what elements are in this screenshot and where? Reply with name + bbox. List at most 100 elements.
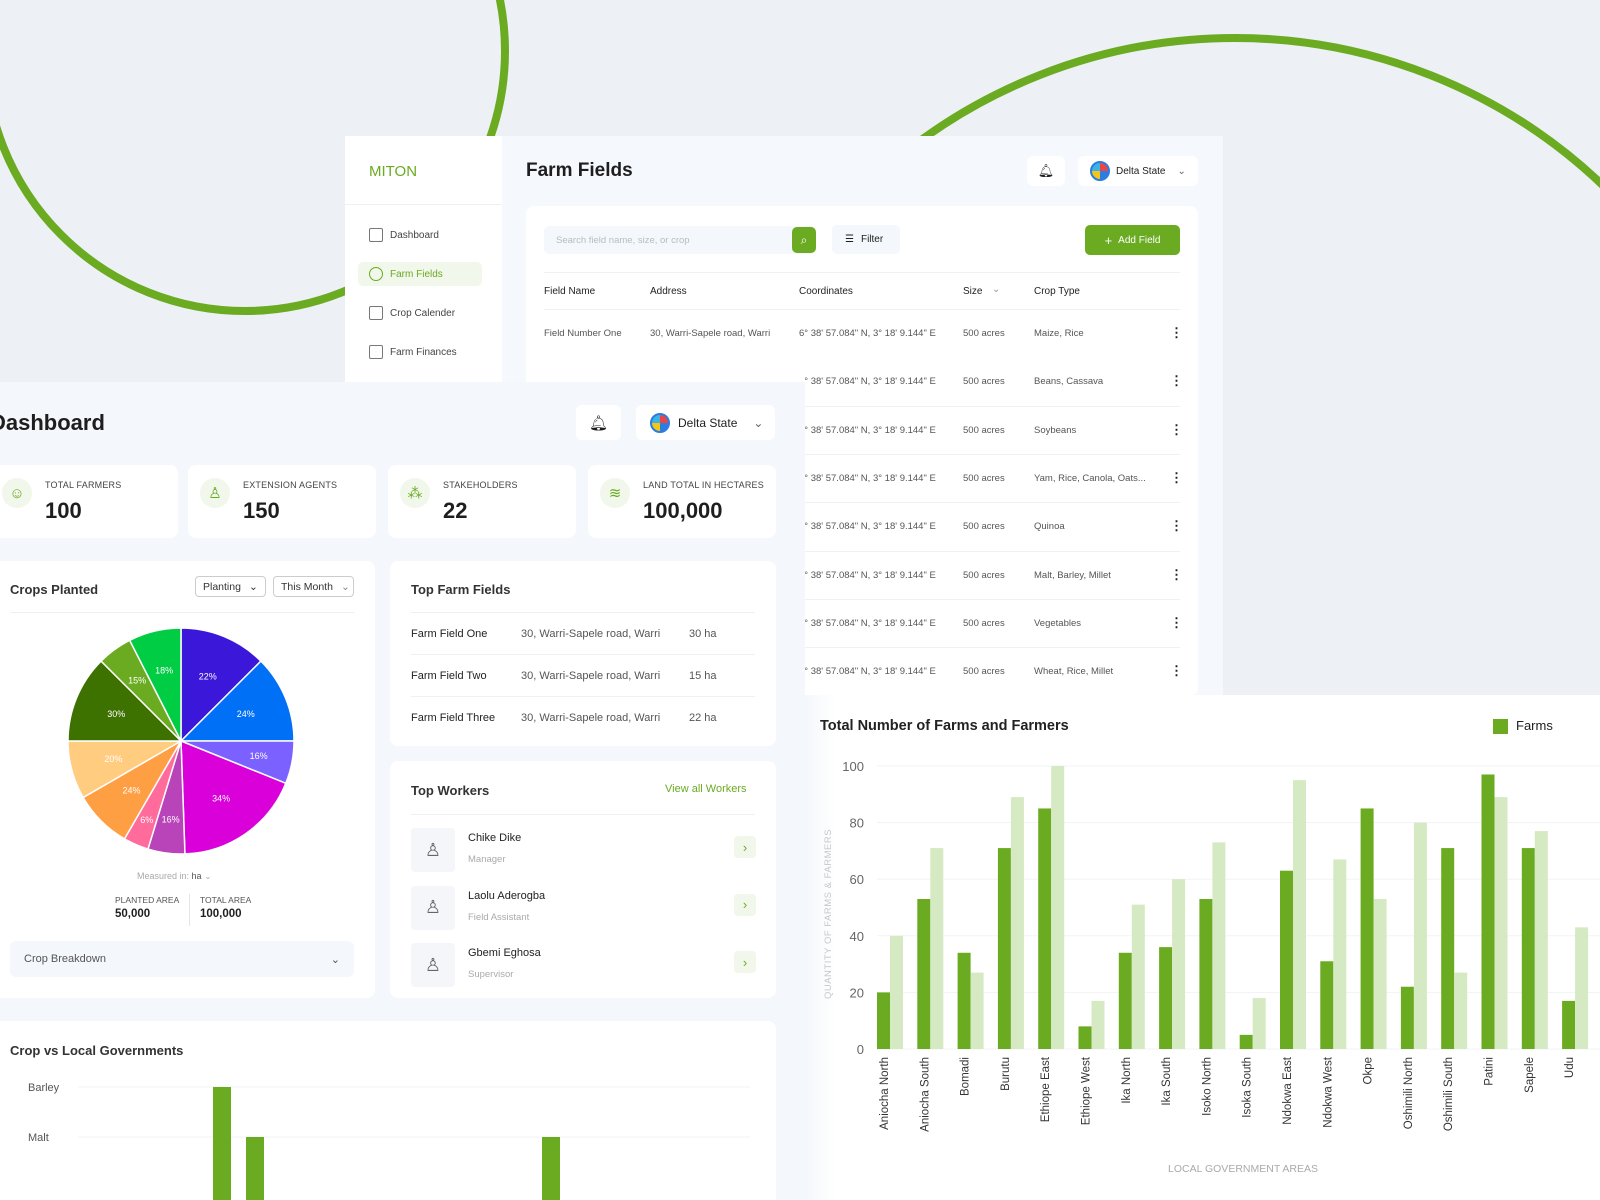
bar-farms[interactable] xyxy=(1360,808,1374,1049)
worker-name: Laolu Aderogba xyxy=(468,889,546,902)
bar-farms[interactable] xyxy=(1441,848,1455,1049)
search-input[interactable]: Search field name, size, or crop ⌕ xyxy=(544,226,816,254)
bar-farms[interactable] xyxy=(1078,1026,1092,1049)
pie-slice[interactable] xyxy=(179,660,295,742)
more-options-icon[interactable]: ⋮ xyxy=(1170,663,1183,679)
bar-series-2[interactable] xyxy=(1575,927,1589,1049)
bar-series-2[interactable] xyxy=(1293,780,1306,1049)
view-all-workers-link[interactable]: View all Workers xyxy=(665,783,747,795)
bar-farms[interactable] xyxy=(1199,899,1213,1049)
crop-bar[interactable] xyxy=(213,1087,231,1200)
bar-series-2[interactable] xyxy=(890,935,903,1049)
x-tick-label: Ika South xyxy=(1161,1057,1173,1106)
chevron-right-icon[interactable]: › xyxy=(734,951,756,973)
more-options-icon[interactable]: ⋮ xyxy=(1170,469,1183,485)
sidebar-item-label: Farm Fields xyxy=(390,268,443,280)
bar-series-2[interactable] xyxy=(1413,822,1427,1049)
field-name[interactable]: Farm Field One xyxy=(411,628,488,640)
column-header[interactable]: Size xyxy=(963,286,983,297)
crop-breakdown-dropdown[interactable]: Crop Breakdown ⌄ xyxy=(10,941,354,977)
crop-vs-lga-card xyxy=(0,1021,776,1200)
bar-series-2[interactable] xyxy=(930,848,944,1049)
bar-series-2[interactable] xyxy=(1534,831,1548,1049)
bar-series-2[interactable] xyxy=(1051,766,1065,1049)
chevron-down-icon: ⌄ xyxy=(204,871,212,881)
bar-farms[interactable] xyxy=(1320,961,1334,1049)
pie-label: 16% xyxy=(250,751,268,761)
pie-slice[interactable] xyxy=(180,627,262,743)
bar-farms[interactable] xyxy=(1280,870,1293,1049)
bar-farms[interactable] xyxy=(1159,947,1173,1049)
pie-slice[interactable] xyxy=(128,627,182,742)
sidebar-item-label: Farm Finances xyxy=(390,346,457,358)
cell-crop: Vegetables xyxy=(1034,617,1082,629)
more-options-icon[interactable]: ⋮ xyxy=(1170,518,1183,534)
field-name[interactable]: Farm Field Two xyxy=(411,670,487,682)
bar-series-2[interactable] xyxy=(1333,859,1347,1049)
dashboard-state-selector[interactable]: Delta State ⌄ xyxy=(636,405,775,440)
filter-button[interactable]: ☰ Filter xyxy=(832,225,900,254)
sidebar-item-farm-finances[interactable]: Farm Finances xyxy=(358,340,482,364)
bar-farms[interactable] xyxy=(1562,1000,1576,1049)
network-icon: ⁂ xyxy=(400,478,430,508)
sidebar-item-farm-fields[interactable]: Farm Fields xyxy=(358,262,482,286)
filter-label: Filter xyxy=(860,234,884,245)
column-header: Coordinates xyxy=(799,286,853,297)
measured-in[interactable]: Measured in: ha ⌄ xyxy=(137,871,212,882)
period-dropdown[interactable]: This Month ⌄ xyxy=(273,576,354,597)
more-options-icon[interactable]: ⋮ xyxy=(1170,566,1183,582)
top-workers-title: Top Workers xyxy=(411,783,490,798)
pie-slice[interactable] xyxy=(67,660,183,742)
bar-series-2[interactable] xyxy=(1172,879,1186,1049)
dashboard-notification-button[interactable]: 🔔︎ xyxy=(576,405,621,440)
field-name[interactable]: Farm Field Three xyxy=(411,712,496,724)
bar-farms[interactable] xyxy=(1239,1034,1253,1049)
bar-series-2[interactable] xyxy=(1131,904,1145,1049)
bar-farms[interactable] xyxy=(957,952,971,1049)
sidebar-item-dashboard[interactable]: Dashboard xyxy=(358,223,482,247)
planting-dropdown[interactable]: Planting ⌄ xyxy=(195,576,266,597)
more-options-icon[interactable]: ⋮ xyxy=(1170,373,1183,389)
field-address: 30, Warri-Sapele road, Warri xyxy=(521,712,661,724)
pie-slice[interactable] xyxy=(180,739,287,855)
sidebar-item-crop-calender[interactable]: Crop Calender xyxy=(358,301,482,325)
bar-series-2[interactable] xyxy=(1212,842,1226,1049)
notification-button[interactable]: 🔔︎ xyxy=(1027,156,1065,186)
pie-label: 20% xyxy=(104,754,122,764)
bar-farms[interactable] xyxy=(1521,848,1535,1049)
more-options-icon[interactable]: ⋮ xyxy=(1170,325,1183,340)
crop-bar[interactable] xyxy=(542,1137,560,1200)
state-label: Delta State xyxy=(678,415,738,430)
bar-series-2[interactable] xyxy=(1494,797,1508,1049)
bar-farms[interactable] xyxy=(997,848,1011,1049)
crop-bar[interactable] xyxy=(246,1137,264,1200)
sort-chevron-icon[interactable]: ⌄ xyxy=(992,284,1001,295)
more-options-icon[interactable]: ⋮ xyxy=(1170,421,1183,437)
state-flag-icon xyxy=(650,412,670,433)
chevron-right-icon[interactable]: › xyxy=(734,893,756,916)
bar-series-2[interactable] xyxy=(1454,972,1468,1049)
bar-farms[interactable] xyxy=(1038,808,1052,1049)
bar-farms[interactable] xyxy=(877,992,890,1049)
bar-farms[interactable] xyxy=(1118,952,1132,1049)
y-tick-label: 80 xyxy=(850,816,864,831)
bar-series-2[interactable] xyxy=(1252,998,1266,1049)
state-selector[interactable]: Delta State ⌄ xyxy=(1078,156,1198,186)
chevron-right-icon[interactable]: › xyxy=(734,836,756,858)
bar-series-2[interactable] xyxy=(970,972,984,1049)
bar-farms[interactable] xyxy=(917,899,931,1049)
add-field-button[interactable]: + Add Field xyxy=(1085,225,1180,255)
grid-icon xyxy=(369,228,383,242)
cell-name: Field Number One xyxy=(544,328,622,339)
more-options-icon[interactable]: ⋮ xyxy=(1170,614,1183,630)
bar-series-2[interactable] xyxy=(1091,1000,1105,1049)
top-farm-fields-title: Top Farm Fields xyxy=(411,582,511,597)
y-tick-label: 60 xyxy=(850,872,864,887)
bar-series-2[interactable] xyxy=(1373,899,1387,1049)
bar-series-2[interactable] xyxy=(1010,797,1024,1049)
search-icon[interactable]: ⌕ xyxy=(792,227,816,253)
cell-coords: 6° 38' 57.084" N, 3° 18' 9.144" E xyxy=(805,376,936,388)
bar-farms[interactable] xyxy=(1481,774,1495,1049)
bar-farms[interactable] xyxy=(1400,986,1414,1049)
